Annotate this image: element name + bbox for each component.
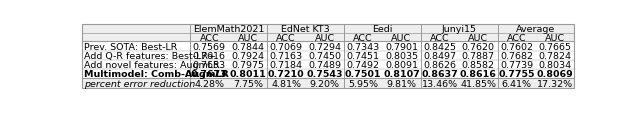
Text: 0.8637: 0.8637: [422, 70, 458, 79]
Text: 0.8011: 0.8011: [229, 70, 266, 79]
Text: 0.7975: 0.7975: [231, 60, 264, 69]
Text: 41.85%: 41.85%: [460, 79, 497, 88]
Text: 0.7844: 0.7844: [231, 42, 264, 51]
Text: 0.7755: 0.7755: [499, 70, 535, 79]
Text: EdNet KT3: EdNet KT3: [281, 25, 330, 34]
Text: Eedi: Eedi: [372, 25, 392, 34]
Text: 9.20%: 9.20%: [310, 79, 340, 88]
Text: ACC: ACC: [276, 33, 296, 42]
Bar: [81, 24, 575, 42]
Text: 0.7501: 0.7501: [345, 70, 381, 79]
Text: 0.7901: 0.7901: [385, 42, 418, 51]
Text: 0.7451: 0.7451: [346, 51, 380, 60]
Text: Add Q-R features: Best-LR+: Add Q-R features: Best-LR+: [84, 51, 216, 60]
Text: 0.8034: 0.8034: [539, 60, 572, 69]
Text: ElemMath2021: ElemMath2021: [193, 25, 264, 34]
Text: 0.7616: 0.7616: [193, 51, 226, 60]
Text: 13.46%: 13.46%: [422, 79, 458, 88]
Text: 0.7210: 0.7210: [268, 70, 305, 79]
Text: 0.7665: 0.7665: [539, 42, 572, 51]
Text: 0.8626: 0.8626: [424, 60, 456, 69]
Text: Prev. SOTA: Best-LR: Prev. SOTA: Best-LR: [84, 42, 177, 51]
Text: 0.7569: 0.7569: [193, 42, 226, 51]
Text: AUC: AUC: [314, 33, 335, 42]
Text: AUC: AUC: [468, 33, 488, 42]
Text: 0.7824: 0.7824: [539, 51, 572, 60]
Text: 0.8069: 0.8069: [537, 70, 573, 79]
Text: Multimodel: Comb-AugmLR: Multimodel: Comb-AugmLR: [84, 70, 228, 79]
Text: 7.75%: 7.75%: [233, 79, 262, 88]
Text: 0.7489: 0.7489: [308, 60, 341, 69]
Text: 0.7163: 0.7163: [269, 51, 303, 60]
Text: 0.7739: 0.7739: [500, 60, 533, 69]
Text: 0.7924: 0.7924: [231, 51, 264, 60]
Text: 0.8091: 0.8091: [385, 60, 418, 69]
Text: 4.81%: 4.81%: [271, 79, 301, 88]
Text: 5.95%: 5.95%: [348, 79, 378, 88]
Text: 0.7602: 0.7602: [500, 42, 533, 51]
Text: 0.8107: 0.8107: [383, 70, 420, 79]
Text: 0.7184: 0.7184: [269, 60, 303, 69]
Text: ACC: ACC: [353, 33, 373, 42]
Text: 6.41%: 6.41%: [502, 79, 532, 88]
Text: ACC: ACC: [200, 33, 219, 42]
Text: 0.7069: 0.7069: [269, 42, 303, 51]
Text: AUC: AUC: [237, 33, 258, 42]
Text: 0.8035: 0.8035: [385, 51, 418, 60]
Text: Average: Average: [516, 25, 556, 34]
Text: 0.8425: 0.8425: [424, 42, 456, 51]
Text: Add novel features: AugmLR: Add novel features: AugmLR: [84, 60, 220, 69]
Text: 0.8616: 0.8616: [460, 70, 497, 79]
Text: 4.28%: 4.28%: [195, 79, 224, 88]
Text: Junyi15: Junyi15: [442, 25, 477, 34]
Text: 0.7673: 0.7673: [191, 70, 228, 79]
Text: AUC: AUC: [392, 33, 412, 42]
Text: 0.7543: 0.7543: [307, 70, 343, 79]
Text: 0.7682: 0.7682: [500, 51, 533, 60]
Text: ACC: ACC: [430, 33, 450, 42]
Text: 0.7450: 0.7450: [308, 51, 341, 60]
Text: 0.7620: 0.7620: [462, 42, 495, 51]
Text: 0.7492: 0.7492: [346, 60, 380, 69]
Text: 0.7294: 0.7294: [308, 42, 341, 51]
Text: percent error reduction: percent error reduction: [84, 79, 195, 88]
Text: 0.8497: 0.8497: [424, 51, 456, 60]
Text: 9.81%: 9.81%: [387, 79, 417, 88]
Bar: [81, 24, 575, 89]
Text: 0.8582: 0.8582: [462, 60, 495, 69]
Bar: [81, 79, 575, 89]
Text: 0.7343: 0.7343: [346, 42, 380, 51]
Text: ACC: ACC: [507, 33, 527, 42]
Text: 0.7653: 0.7653: [193, 60, 226, 69]
Text: 17.32%: 17.32%: [537, 79, 573, 88]
Text: AUC: AUC: [545, 33, 565, 42]
Text: 0.7887: 0.7887: [462, 51, 495, 60]
